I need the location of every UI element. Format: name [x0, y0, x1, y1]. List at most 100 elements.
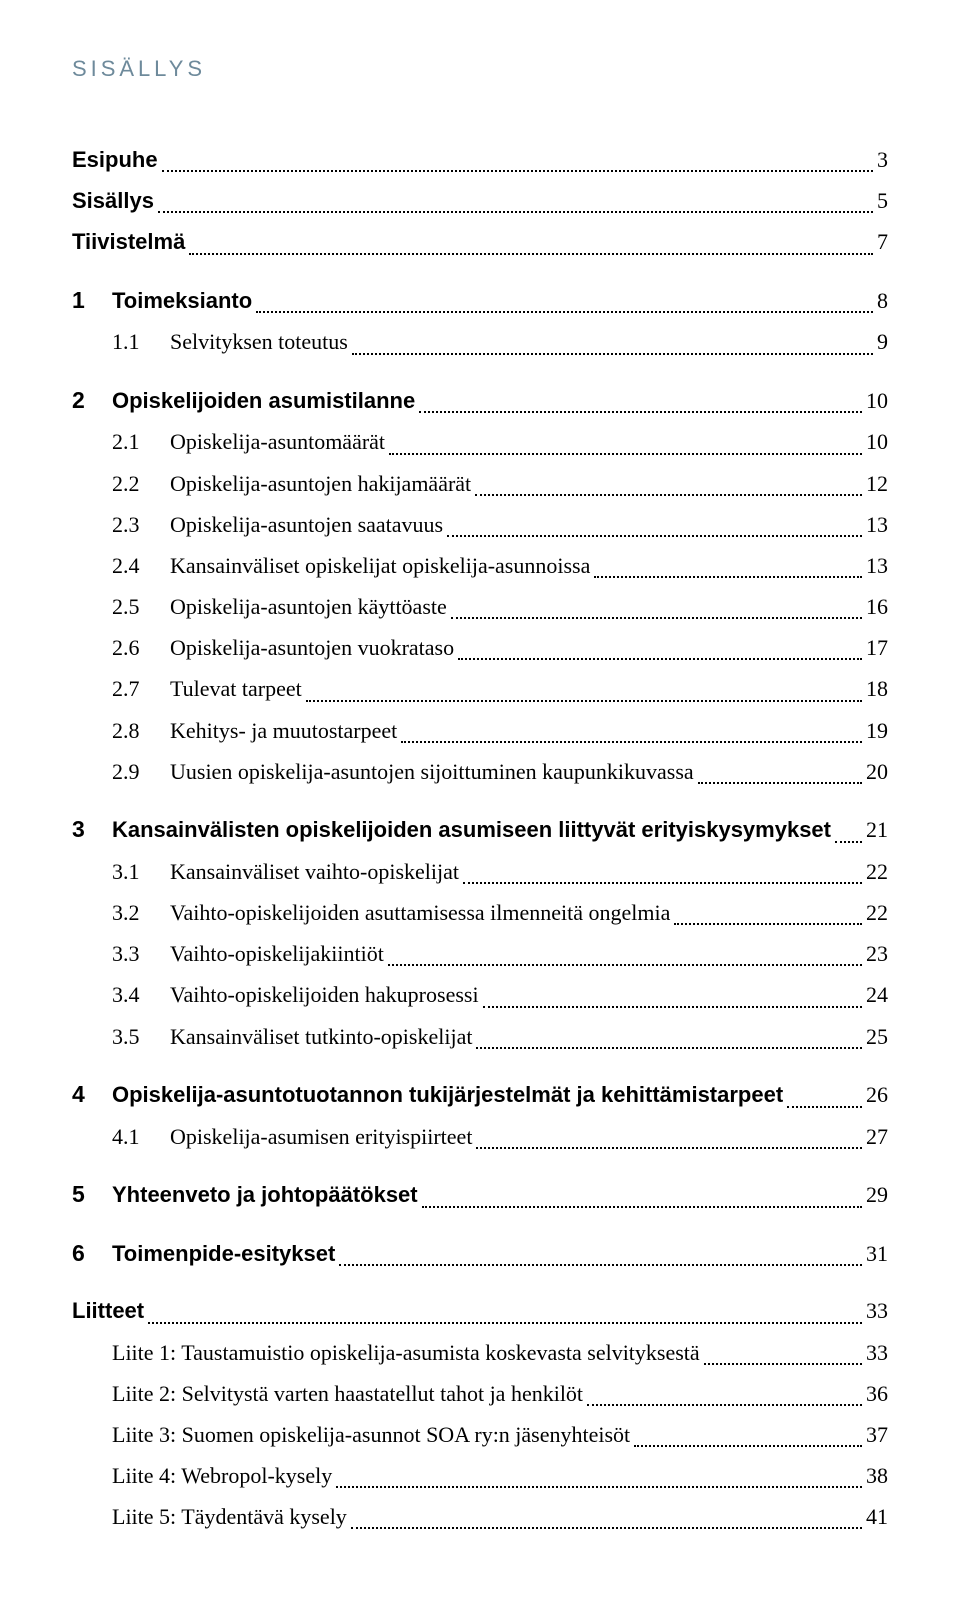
toc-subnumber: 2.5	[112, 589, 170, 624]
toc-leader	[674, 922, 862, 925]
toc-label: Opiskelija-asuntomäärät	[170, 424, 385, 459]
toc-number: 1	[72, 282, 112, 319]
toc-leader	[451, 616, 862, 619]
toc-leader	[148, 1321, 862, 1324]
toc-label: Kehitys- ja muutostarpeet	[170, 713, 397, 748]
toc-label: Sisällys	[72, 183, 154, 218]
toc-row: 6Toimenpide-esitykset 31	[72, 1235, 888, 1272]
toc-row: 3.2Vaihto-opiskelijoiden asuttamisessa i…	[72, 895, 888, 930]
toc-page: 22	[866, 854, 888, 889]
toc-label: Vaihto-opiskelijoiden hakuprosessi	[170, 977, 479, 1012]
toc-leader	[189, 252, 873, 255]
toc-row: 3.1Kansainväliset vaihto-opiskelijat 22	[72, 854, 888, 889]
toc-label: Liite 2: Selvitystä varten haastatellut …	[112, 1376, 583, 1411]
toc-page: 9	[877, 324, 888, 359]
toc-leader	[483, 1005, 862, 1008]
toc-row: 2.6Opiskelija-asuntojen vuokrataso17	[72, 630, 888, 665]
toc-subnumber: 3.5	[112, 1019, 170, 1054]
toc-label: Esipuhe	[72, 142, 158, 177]
toc-leader	[339, 1263, 862, 1266]
toc-page: 38	[866, 1458, 888, 1493]
toc-leader	[352, 352, 873, 355]
toc-page: 26	[866, 1077, 888, 1112]
toc-row: Liitteet 33	[72, 1293, 888, 1328]
toc-label: Uusien opiskelija-asuntojen sijoittumine…	[170, 754, 694, 789]
toc-subnumber: 2.9	[112, 754, 170, 789]
toc-subnumber: 2.1	[112, 424, 170, 459]
toc-page: 22	[866, 895, 888, 930]
toc-label: Liite 5: Täydentävä kysely	[112, 1499, 347, 1534]
toc-leader	[401, 740, 862, 743]
toc-label: Kansainväliset opiskelijat opiskelija-as…	[170, 548, 590, 583]
toc-leader	[422, 1205, 862, 1208]
toc-row: 1.1Selvityksen toteutus9	[72, 324, 888, 359]
toc-row: Liite 2: Selvitystä varten haastatellut …	[72, 1376, 888, 1411]
toc-page: 33	[866, 1293, 888, 1328]
toc-page: 12	[866, 466, 888, 501]
toc-number: 6	[72, 1235, 112, 1272]
toc-label: Liitteet	[72, 1293, 144, 1328]
toc-row: 3.3Vaihto-opiskelijakiintiöt23	[72, 936, 888, 971]
toc-row: 2.5Opiskelija-asuntojen käyttöaste16	[72, 589, 888, 624]
toc-row: 2.8Kehitys- ja muutostarpeet 19	[72, 713, 888, 748]
toc-label: Selvityksen toteutus	[170, 324, 348, 359]
table-of-contents: Esipuhe 3 Sisällys 5 Tiivistelmä7 1Toimeksian…	[72, 142, 888, 1534]
toc-page: 25	[866, 1019, 888, 1054]
toc-page: 18	[866, 671, 888, 706]
toc-subnumber: 2.2	[112, 466, 170, 501]
toc-page: 27	[866, 1119, 888, 1154]
toc-number: 3	[72, 811, 112, 848]
toc-label: Opiskelija-asuntojen hakijamäärät	[170, 466, 471, 501]
toc-row: Sisällys 5	[72, 183, 888, 218]
toc-leader	[388, 963, 862, 966]
toc-subnumber: 3.1	[112, 854, 170, 889]
toc-label: Vaihto-opiskelijoiden asuttamisessa ilme…	[170, 895, 670, 930]
toc-page: 17	[866, 630, 888, 665]
toc-subnumber: 3.2	[112, 895, 170, 930]
toc-row: 4.1Opiskelija-asumisen erityispiirteet 27	[72, 1119, 888, 1154]
toc-label: Tulevat tarpeet	[170, 671, 302, 706]
toc-row: 3Kansainvälisten opiskelijoiden asumisee…	[72, 811, 888, 848]
toc-subnumber: 2.8	[112, 713, 170, 748]
toc-number: 2	[72, 382, 112, 419]
toc-row: 3.4Vaihto-opiskelijoiden hakuprosessi24	[72, 977, 888, 1012]
toc-leader	[634, 1444, 862, 1447]
toc-page: 19	[866, 713, 888, 748]
toc-label: Opiskelija-asuntotuotannon tukijärjestel…	[112, 1077, 783, 1112]
toc-page: 5	[877, 183, 888, 218]
toc-page: 37	[866, 1417, 888, 1452]
toc-leader	[463, 881, 862, 884]
toc-leader	[336, 1485, 862, 1488]
toc-label: Kansainväliset tutkinto-opiskelijat	[170, 1019, 472, 1054]
toc-leader	[787, 1105, 862, 1108]
toc-row: 2.1Opiskelija-asuntomäärät10	[72, 424, 888, 459]
toc-label: Yhteenveto ja johtopäätökset	[112, 1177, 418, 1212]
toc-number: 4	[72, 1076, 112, 1113]
toc-row: Tiivistelmä7	[72, 224, 888, 259]
toc-row: 2.3Opiskelija-asuntojen saatavuus13	[72, 507, 888, 542]
toc-subnumber: 2.4	[112, 548, 170, 583]
toc-leader	[447, 534, 862, 537]
toc-label: Kansainväliset vaihto-opiskelijat	[170, 854, 459, 889]
toc-row: Esipuhe 3	[72, 142, 888, 177]
toc-page: 29	[866, 1177, 888, 1212]
toc-row: Liite 5: Täydentävä kysely41	[72, 1499, 888, 1534]
toc-label: Opiskelijoiden asumistilanne	[112, 383, 415, 418]
toc-page: 3	[877, 142, 888, 177]
toc-label: Toimeksianto	[112, 283, 252, 318]
toc-leader	[419, 410, 862, 413]
toc-label: Opiskelija-asumisen erityispiirteet	[170, 1119, 472, 1154]
toc-row: 4Opiskelija-asuntotuotannon tukijärjeste…	[72, 1076, 888, 1113]
toc-page: 31	[866, 1236, 888, 1271]
toc-row: 3.5Kansainväliset tutkinto-opiskelijat 25	[72, 1019, 888, 1054]
toc-subnumber: 2.7	[112, 671, 170, 706]
toc-row: Liite 3: Suomen opiskelija-asunnot SOA r…	[72, 1417, 888, 1452]
toc-row: 2.4Kansainväliset opiskelijat opiskelija…	[72, 548, 888, 583]
toc-leader	[476, 1146, 862, 1149]
toc-subnumber: 2.3	[112, 507, 170, 542]
toc-leader	[835, 840, 862, 843]
page-title: SISÄLLYS	[72, 56, 888, 82]
toc-subnumber: 4.1	[112, 1119, 170, 1154]
toc-leader	[587, 1403, 862, 1406]
toc-label: Toimenpide-esitykset	[112, 1236, 335, 1271]
